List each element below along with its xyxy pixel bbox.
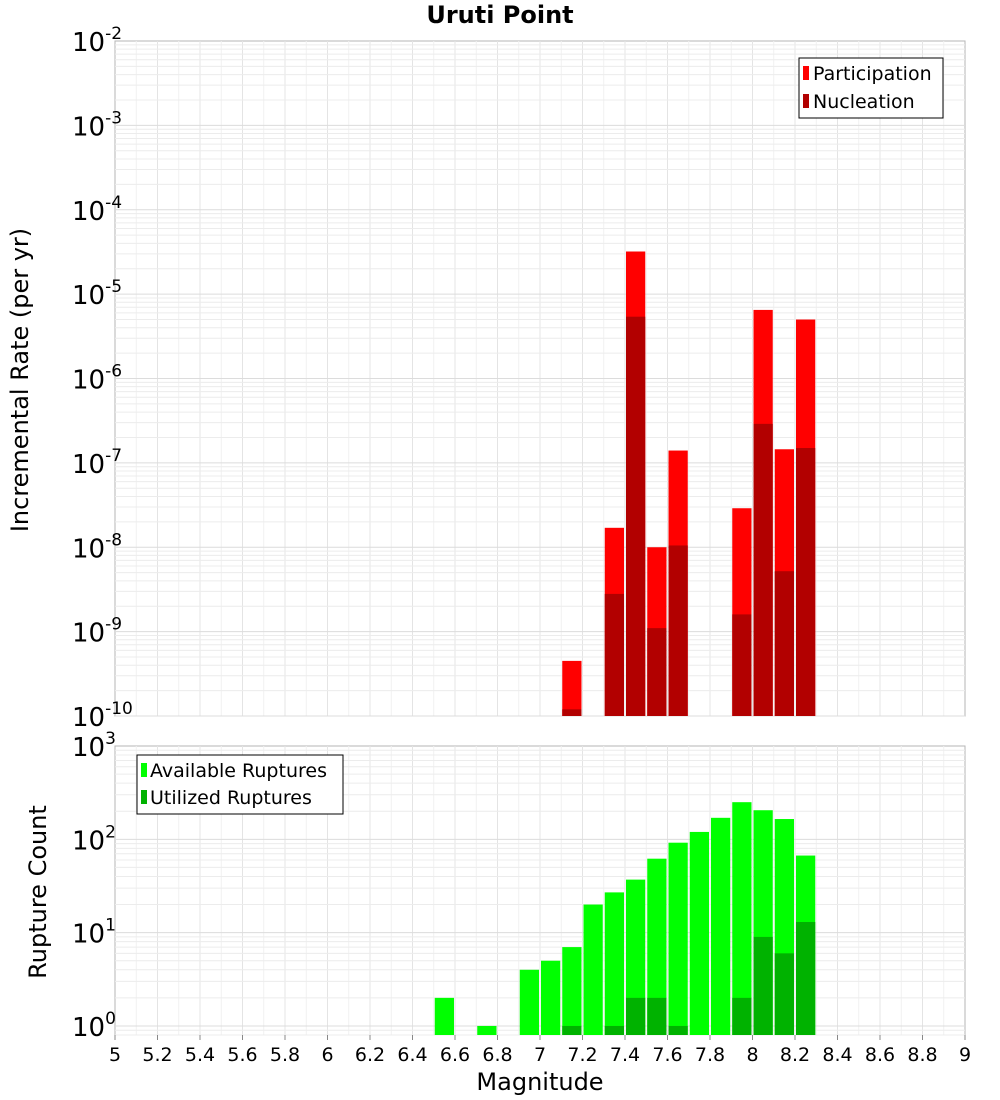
x-tick-label: 9 — [959, 1044, 971, 1066]
rate-y-tick-label: 10-8 — [72, 530, 122, 564]
count-bar-utilized-ruptures — [753, 936, 773, 1035]
rate-grid — [115, 41, 965, 717]
rate-bar-nucleation — [796, 448, 816, 716]
rate-panel: 10-10 10-9 10-8 10-7 10-6 10-5 10-4 10-3 10-2 In… — [6, 24, 966, 733]
legend-label-utilized: Utilized Ruptures — [150, 787, 312, 809]
x-tick-label: 8.6 — [865, 1044, 895, 1066]
count-grid — [115, 746, 965, 1036]
rate-bar-nucleation — [732, 614, 752, 716]
count-bar-utilized-ruptures — [626, 997, 646, 1035]
count-y-tick-label: 101 — [72, 916, 116, 950]
legend-swatch-available — [141, 763, 147, 777]
count-bar-utilized-ruptures — [647, 997, 667, 1035]
rate-y-tick-label: 10-7 — [72, 446, 122, 480]
x-tick-label: 5.2 — [142, 1044, 172, 1066]
x-tick-label: 8 — [746, 1044, 758, 1066]
x-tick-label: 5 — [109, 1044, 121, 1066]
x-tick-label: 8.2 — [780, 1044, 810, 1066]
count-legend-box — [136, 754, 344, 815]
count-bar-utilized-ruptures — [562, 1025, 582, 1035]
count-legend: Available Ruptures Utilized Ruptures — [136, 754, 344, 815]
count-bar-utilized-ruptures — [668, 1025, 688, 1035]
count-bar-utilized-ruptures — [732, 997, 752, 1035]
count-bar-available-ruptures — [519, 969, 539, 1035]
count-bar-available-ruptures — [583, 904, 603, 1035]
count-bar-available-ruptures — [541, 960, 561, 1035]
legend-swatch-nucleation — [803, 94, 809, 108]
rate-bar-nucleation — [647, 628, 667, 716]
legend-swatch-utilized — [141, 790, 147, 804]
count-bar-available-ruptures — [562, 947, 582, 1035]
rate-bar-nucleation — [753, 423, 773, 716]
rate-y-axis-label: Incremental Rate (per yr) — [6, 228, 34, 532]
count-y-tick-label: 100 — [72, 1009, 116, 1043]
count-bar-utilized-ruptures — [796, 922, 816, 1035]
x-tick-label: 6.2 — [355, 1044, 385, 1066]
x-tick-label: 6.6 — [440, 1044, 470, 1066]
count-y-tick-label: 103 — [72, 729, 116, 763]
count-bar-utilized-ruptures — [604, 1025, 624, 1035]
x-tick-label: 8.4 — [822, 1044, 852, 1066]
rate-y-tick-label: 10-4 — [72, 193, 122, 227]
rate-y-tick-label: 10-5 — [72, 277, 122, 311]
x-tick-label: 7.8 — [695, 1044, 725, 1066]
rate-bar-nucleation — [774, 571, 794, 716]
x-tick-label: 8.8 — [907, 1044, 937, 1066]
rate-bar-nucleation — [562, 709, 582, 716]
count-bar-available-ruptures — [668, 842, 688, 1035]
rate-bar-nucleation — [668, 545, 688, 716]
rate-bar-participation — [562, 660, 582, 716]
x-tick-label: 6.4 — [397, 1044, 427, 1066]
magnitude-x-ticks: 5 5.2 5.4 5.6 5.8 6 6.2 6.4 6.6 6.8 7 7.2 7.4 7.6 7.8 8… — [109, 1035, 971, 1066]
x-tick-label: 7.2 — [567, 1044, 597, 1066]
legend-swatch-participation — [803, 66, 809, 80]
x-axis-label: Magnitude — [476, 1068, 603, 1096]
x-tick-label: 6 — [321, 1044, 333, 1066]
x-tick-label: 6.8 — [482, 1044, 512, 1066]
x-tick-label: 5.8 — [270, 1044, 300, 1066]
x-tick-label: 7 — [534, 1044, 546, 1066]
rate-bars — [562, 251, 816, 716]
x-tick-label: 7.4 — [610, 1044, 640, 1066]
legend-label-available: Available Ruptures — [150, 760, 327, 782]
rate-y-tick-label: 10-10 — [72, 699, 133, 733]
count-bar-available-ruptures — [711, 817, 731, 1035]
rate-bar-nucleation — [626, 316, 646, 716]
count-bar-available-ruptures — [477, 1025, 497, 1035]
count-y-ticks: 100 101 102 103 — [72, 729, 116, 1043]
count-panel: 100 101 102 103 5 5.2 5.4 5.6 5.8 6 6.2 6.4 6.6 6.8 7… — [24, 729, 971, 1096]
count-bar-available-ruptures — [604, 892, 624, 1035]
count-bar-available-ruptures — [626, 879, 646, 1035]
rate-y-tick-label: 10-9 — [72, 615, 122, 649]
x-tick-label: 5.6 — [227, 1044, 257, 1066]
x-tick-label: 7.6 — [652, 1044, 682, 1066]
count-y-tick-label: 102 — [72, 822, 116, 856]
count-bar-available-ruptures — [732, 802, 752, 1035]
rate-y-tick-label: 10-3 — [72, 108, 122, 142]
rate-legend: Participation Nucleation — [798, 57, 944, 119]
count-bar-available-ruptures — [689, 831, 709, 1035]
count-bar-available-ruptures — [434, 997, 454, 1035]
rate-y-ticks: 10-10 10-9 10-8 10-7 10-6 10-5 10-4 10-3 10-2 — [72, 24, 133, 733]
chart-title: Uruti Point — [426, 1, 573, 29]
count-bar-available-ruptures — [647, 858, 667, 1035]
count-bar-utilized-ruptures — [774, 953, 794, 1035]
rate-legend-box — [798, 57, 944, 119]
rate-y-tick-label: 10-2 — [72, 24, 122, 58]
count-y-axis-label: Rupture Count — [24, 805, 52, 979]
rate-y-tick-label: 10-6 — [72, 362, 122, 396]
rate-bar-nucleation — [604, 593, 624, 716]
legend-label-participation: Participation — [813, 63, 932, 85]
x-tick-label: 5.4 — [185, 1044, 215, 1066]
legend-label-nucleation: Nucleation — [813, 91, 915, 113]
count-bars — [434, 802, 816, 1035]
